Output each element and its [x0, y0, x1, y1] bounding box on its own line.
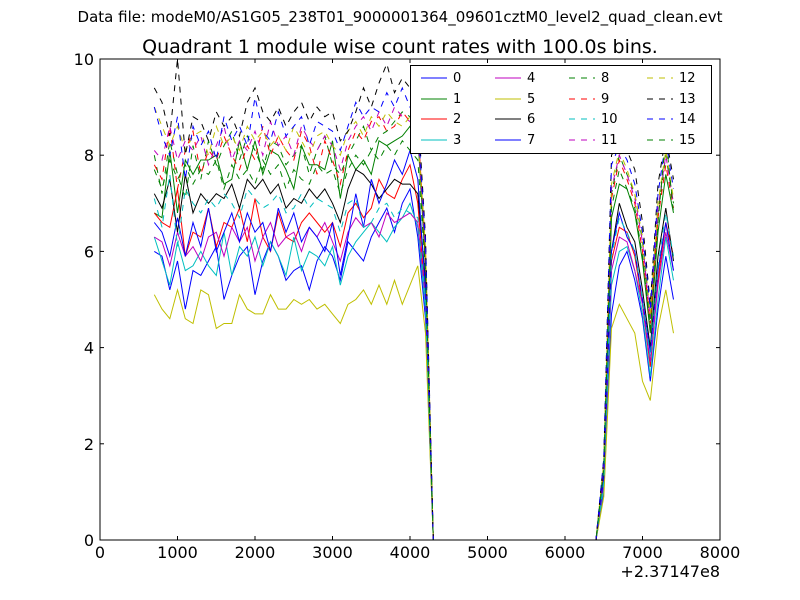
legend-swatch [647, 139, 673, 140]
x-axis-offset-label: +2.37147e8 [620, 562, 720, 581]
x-tick-label: 1000 [157, 543, 198, 562]
series-line-15 [153, 135, 674, 540]
legend-swatch [421, 118, 447, 120]
legend-label: 15 [679, 132, 696, 148]
legend-label: 4 [527, 71, 536, 86]
y-tick-label: 4 [84, 339, 94, 358]
legend-label: 13 [679, 91, 696, 107]
x-tick-label: 5000 [467, 543, 508, 562]
legend-label: 12 [679, 71, 696, 86]
x-tick-label: 2000 [235, 543, 276, 562]
series-line-3 [153, 202, 674, 540]
legend-swatch [495, 118, 521, 120]
legend-swatch [421, 77, 447, 79]
data-file-suptitle: Data file: modeM0/AS1G05_238T01_90000013… [77, 8, 723, 26]
legend-swatch [569, 139, 595, 140]
legend-label: 8 [601, 71, 610, 86]
legend: 0 1 2 3 4 5 6 7 8 9 10 11 12 13 14 15 [410, 65, 712, 154]
legend-label: 5 [527, 91, 536, 107]
legend-swatch [647, 118, 673, 120]
x-tick-label: 6000 [545, 543, 586, 562]
legend-label: 7 [527, 132, 536, 148]
legend-swatch [647, 77, 673, 79]
y-tick-label: 10 [74, 50, 94, 69]
legend-label: 11 [601, 132, 618, 148]
y-tick-label: 2 [84, 435, 94, 454]
x-tick-label: 7000 [622, 543, 663, 562]
legend-label: 10 [601, 112, 618, 127]
legend-label: 9 [601, 91, 610, 107]
legend-label: 14 [679, 112, 696, 127]
series-line-4 [154, 211, 674, 540]
series-line-14 [153, 86, 674, 540]
series-line-0 [154, 187, 674, 540]
x-tick-label: 3000 [312, 543, 353, 562]
x-tick-label: 4000 [390, 543, 431, 562]
x-tick-label: 8000 [700, 543, 741, 562]
series-line-5 [153, 265, 674, 540]
series-line-6 [153, 168, 674, 540]
legend-label: 0 [453, 71, 462, 86]
y-tick-label: 8 [84, 146, 94, 165]
legend-swatch [569, 98, 595, 99]
x-tick-label: 0 [95, 543, 105, 562]
y-tick-label: 6 [84, 242, 94, 261]
legend-swatch [569, 118, 595, 120]
legend-label: 3 [453, 132, 462, 148]
legend-swatch [495, 98, 521, 99]
series-line-7 [153, 148, 674, 540]
legend-label: 2 [453, 112, 462, 127]
legend-swatch [421, 139, 447, 140]
series-line-8 [153, 111, 674, 540]
legend-swatch [647, 98, 673, 99]
chart-title: Quadrant 1 module wise count rates with … [142, 36, 658, 58]
series-line-2 [153, 163, 674, 540]
legend-swatch [495, 139, 521, 140]
legend-swatch [421, 98, 447, 99]
series-line-10 [153, 174, 674, 540]
legend-swatch [495, 77, 521, 79]
y-tick-label: 0 [84, 531, 94, 550]
legend-label: 1 [453, 91, 462, 107]
legend-swatch [569, 77, 595, 79]
legend-label: 6 [527, 112, 536, 127]
